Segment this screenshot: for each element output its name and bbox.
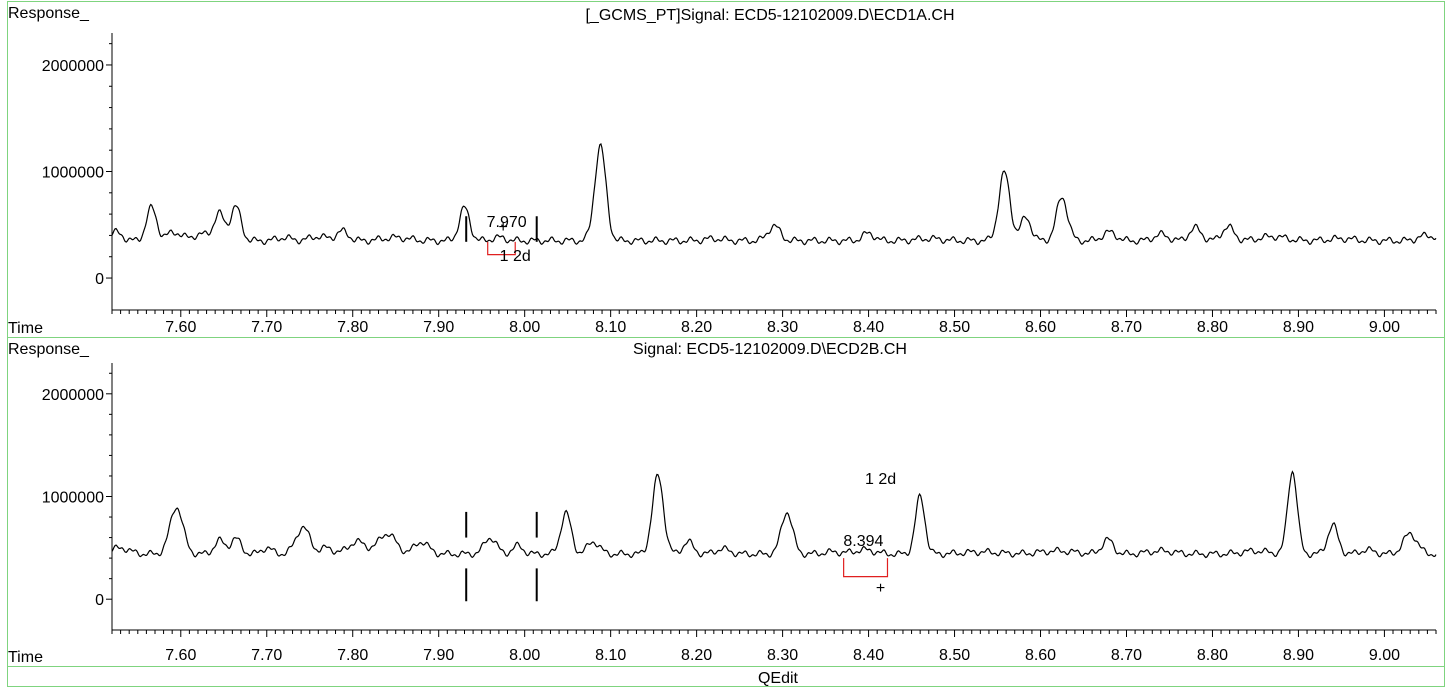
- x-tick-label: 8.80: [1197, 647, 1228, 664]
- integration-bracket: [844, 558, 888, 576]
- y-tick-label: 2000000: [42, 387, 104, 404]
- x-tick-label: 8.70: [1111, 319, 1142, 336]
- x-tick-label: 8.10: [595, 319, 626, 336]
- x-tick-label: 8.70: [1111, 647, 1142, 664]
- x-tick-label: 7.70: [251, 647, 282, 664]
- y-tick-label: 0: [95, 271, 104, 288]
- chart-title-bottom: Signal: ECD5-12102009.D\ECD2B.CH: [633, 341, 907, 358]
- x-tick-label: 8.40: [853, 319, 884, 336]
- peak-annotation: +: [499, 219, 508, 236]
- peak-annotation: +: [876, 580, 885, 597]
- x-tick-label: 8.80: [1197, 319, 1228, 336]
- x-tick-label: 8.50: [939, 647, 970, 664]
- panel-frame-bottom: [8, 338, 1445, 667]
- plot-area-top: 7.60 7.70 7.80 7.90 8.00 8.10 8.20 8.30 8.40 8.50…: [42, 33, 1436, 336]
- peak-annotation: 1 2d: [865, 471, 896, 488]
- x-tick-label: 8.20: [681, 647, 712, 664]
- x-tick-label: 7.80: [337, 647, 368, 664]
- x-tick-label: 8.50: [939, 319, 970, 336]
- x-tick-label: 8.10: [595, 647, 626, 664]
- x-tick-label: 9.00: [1369, 319, 1400, 336]
- x-tick-label: 7.90: [423, 647, 454, 664]
- x-tick-label: 8.20: [681, 319, 712, 336]
- x-tick-label: 7.90: [423, 319, 454, 336]
- signal-trace: [112, 472, 1436, 558]
- x-axis-label-top: Time: [8, 320, 43, 337]
- peak-annotation: 1 2d: [500, 248, 531, 265]
- x-tick-label: 7.60: [165, 319, 196, 336]
- x-tick-label: 7.60: [165, 647, 196, 664]
- x-tick-label: 8.00: [509, 319, 540, 336]
- peak-annotation: 8.394: [843, 533, 883, 550]
- x-tick-label: 8.40: [853, 647, 884, 664]
- status-bar-frame: [8, 667, 1445, 687]
- plot-area-bottom: 7.60 7.70 7.80 7.90 8.00 8.10 8.20 8.30 8.40 8.50…: [42, 363, 1436, 664]
- y-tick-label: 1000000: [42, 490, 104, 507]
- x-tick-label: 8.30: [767, 647, 798, 664]
- x-tick-label: 8.00: [509, 647, 540, 664]
- x-tick-label: 8.60: [1025, 319, 1056, 336]
- y-tick-label: 0: [95, 592, 104, 609]
- x-tick-label: 7.80: [337, 319, 368, 336]
- signal-trace: [112, 144, 1436, 245]
- x-tick-label: 7.70: [251, 319, 282, 336]
- chart-title-top: [_GCMS_PT]Signal: ECD5-12102009.D\ECD1A.…: [585, 7, 954, 24]
- panel-frame-top: [8, 2, 1445, 338]
- x-tick-label: 8.90: [1283, 319, 1314, 336]
- x-axis-label-bottom: Time: [8, 649, 43, 666]
- x-tick-label: 8.30: [767, 319, 798, 336]
- y-tick-label: 2000000: [42, 58, 104, 75]
- x-tick-label: 9.00: [1369, 647, 1400, 664]
- status-bar-label: QEdit: [758, 670, 799, 687]
- x-tick-label: 8.90: [1283, 647, 1314, 664]
- x-tick-label: 8.60: [1025, 647, 1056, 664]
- y-axis-label-bottom: Response_: [8, 341, 90, 358]
- y-axis-label-top: Response_: [8, 5, 90, 22]
- y-tick-label: 1000000: [42, 165, 104, 182]
